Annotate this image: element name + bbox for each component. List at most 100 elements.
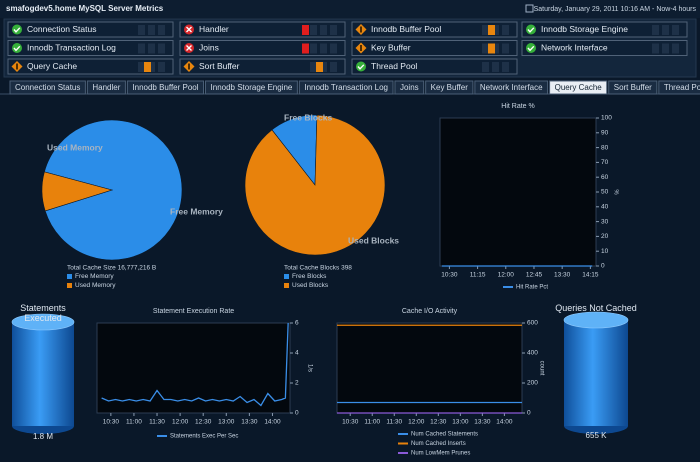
indicator-slot [652, 25, 659, 35]
x-tick-label: 13:30 [554, 272, 571, 279]
status-item[interactable] [7, 21, 174, 38]
warning-mark [16, 63, 18, 70]
y-tick-label: 6 [295, 320, 299, 327]
y-tick-label: 200 [527, 380, 538, 387]
warning-mark [360, 45, 362, 51]
x-tick-label: 11:30 [149, 419, 165, 426]
tab-label[interactable]: Sort Buffer [614, 83, 652, 92]
tab-label[interactable]: Innodb Buffer Pool [132, 83, 198, 92]
tab[interactable] [9, 80, 86, 95]
status-label[interactable]: Joins [199, 42, 219, 52]
indicator-warning [488, 25, 495, 35]
tab[interactable] [549, 80, 608, 95]
time-range[interactable]: Saturday, January 29, 2011 10:16 AM - No… [534, 6, 697, 13]
indicator-error [302, 25, 309, 35]
status-label[interactable]: Innodb Buffer Pool [371, 24, 441, 34]
indicator-slot [502, 43, 509, 54]
status-label[interactable]: Innodb Storage Engine [541, 24, 628, 34]
y-tick-label: 2 [295, 380, 299, 387]
tab-label[interactable]: Query Cache [555, 83, 603, 92]
x-tick-label: 12:00 [172, 419, 189, 426]
x-tick-label: 11:00 [364, 419, 380, 426]
indicator-warning [316, 62, 323, 72]
x-tick-label: 11:15 [470, 272, 486, 279]
calendar-icon[interactable] [525, 4, 534, 13]
status-item[interactable] [351, 40, 518, 56]
tab[interactable] [608, 80, 658, 95]
status-label[interactable]: Network Interface [541, 42, 608, 52]
indicator-slot [672, 25, 679, 35]
check [527, 27, 535, 33]
x-tick-label: 12:45 [526, 272, 543, 279]
tab-label[interactable]: Handler [92, 83, 120, 92]
indicator-slot [502, 25, 509, 35]
gauge-title: Statements Executed [20, 303, 66, 323]
indicator-warning [488, 43, 495, 54]
x-tick-label: 14:00 [264, 419, 281, 426]
slice-label: Used Blocks [348, 235, 399, 245]
y-axis-label: % [612, 189, 618, 195]
x-tick-label: 12:00 [498, 272, 515, 279]
status-icon-ok [526, 24, 536, 35]
legend-label: Num LowMem Prunes [411, 451, 470, 457]
legend-swatch [67, 283, 72, 288]
status-label[interactable]: Sort Buffer [199, 61, 240, 71]
tab-label[interactable]: Key Buffer [431, 83, 469, 92]
chart-title: Hit Rate % [501, 103, 534, 110]
y-tick-label: 30 [601, 218, 609, 225]
status-item[interactable] [7, 40, 174, 56]
tab[interactable] [298, 80, 394, 95]
indicator-slot [310, 25, 317, 35]
status-item[interactable] [521, 40, 688, 56]
pie-caption: Total Cache Blocks 398 [284, 265, 352, 272]
tab-label[interactable]: Innodb Transaction Log [304, 83, 388, 92]
status-label[interactable]: Query Cache [27, 61, 77, 71]
tab[interactable] [474, 80, 549, 95]
check [357, 64, 365, 70]
pie-slice [41, 171, 114, 212]
x-tick-label: 10:30 [103, 419, 120, 426]
tab-label[interactable]: Thread Pool [664, 83, 700, 92]
legend-label: Num Cached Inserts [411, 441, 466, 447]
gauge-value: 1.8 M [33, 432, 53, 441]
y-tick-label: 100 [601, 115, 612, 122]
warning-mark [360, 26, 362, 33]
status-item[interactable] [351, 21, 518, 38]
status-item[interactable] [351, 58, 518, 75]
indicator-error [302, 43, 309, 54]
status-label[interactable]: Innodb Transaction Log [27, 42, 116, 52]
status-label[interactable]: Thread Pool [371, 61, 417, 71]
status-item[interactable] [7, 58, 174, 75]
y-tick-label: 40 [601, 204, 609, 211]
indicator-slot [330, 25, 337, 35]
x-tick-label: 13:00 [452, 419, 469, 426]
tab[interactable] [425, 80, 474, 95]
status-item[interactable] [179, 58, 346, 75]
check [13, 27, 21, 33]
status-label[interactable]: Handler [199, 24, 229, 34]
status-label[interactable]: Key Buffer [371, 42, 411, 52]
tab-label[interactable]: Connection Status [15, 83, 80, 92]
tab-label[interactable]: Joins [400, 83, 419, 92]
series-line [101, 322, 289, 407]
legend-label: Free Memory [75, 273, 114, 280]
tab[interactable] [126, 80, 205, 95]
chart-title: Statement Execution Rate [153, 308, 234, 315]
status-item[interactable] [521, 21, 688, 38]
tab[interactable] [658, 80, 700, 95]
indicator-slot [662, 25, 669, 35]
legend-label: Free Blocks [292, 273, 327, 280]
status-label[interactable]: Connection Status [27, 24, 96, 34]
status-icon-ok [12, 43, 22, 53]
tab[interactable] [394, 80, 425, 95]
cylinder-top [563, 311, 629, 329]
plot-area [439, 117, 597, 267]
x-tick-label: 12:30 [430, 419, 447, 426]
tab-label[interactable]: Innodb Storage Engine [211, 83, 293, 92]
tab[interactable] [205, 80, 298, 95]
tab-label[interactable]: Network Interface [480, 83, 543, 92]
y-tick-label: 0 [601, 263, 605, 270]
x-tick-label: 13:30 [474, 419, 491, 426]
tab[interactable] [86, 80, 126, 95]
legend-label: Hit Rate Pct [516, 285, 548, 291]
